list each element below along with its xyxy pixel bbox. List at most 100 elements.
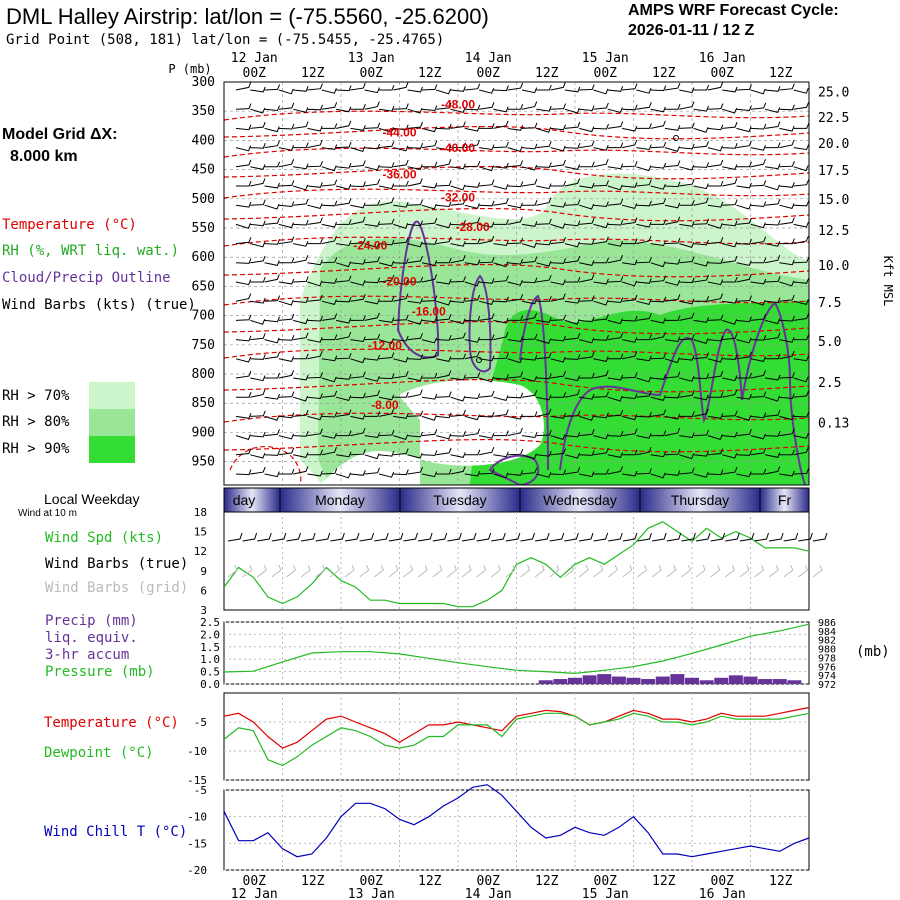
wind-barb	[679, 312, 695, 321]
wind-barb	[464, 428, 481, 437]
wind-barb	[779, 217, 795, 225]
wind-barb	[436, 180, 452, 187]
wind-barb	[350, 160, 366, 168]
wind-barb	[764, 395, 780, 402]
wind-barb	[264, 393, 280, 400]
wind-barb	[307, 280, 323, 287]
wind-barb	[593, 236, 609, 245]
wind-barb	[493, 240, 509, 247]
grid-wind-barb	[476, 564, 487, 578]
wind-barb	[636, 144, 652, 151]
pressure-tick-label: 300	[192, 75, 215, 90]
wind-barb	[235, 356, 252, 363]
bottom-time-tick-label: 12Z	[535, 874, 559, 889]
surface-wind-barb	[725, 532, 740, 542]
wind-barb	[478, 433, 495, 439]
wind-barb	[593, 180, 609, 187]
wind-barb	[307, 372, 323, 379]
wind-barb	[436, 159, 452, 168]
wind-barb	[507, 470, 524, 476]
wind-barb	[650, 296, 667, 303]
wind-barb	[436, 299, 452, 306]
wind-barb	[564, 164, 581, 170]
wind-barb	[736, 337, 752, 344]
wind-barb	[579, 260, 595, 266]
surface-wind-barb	[549, 532, 565, 542]
wind-barb	[321, 165, 337, 172]
wind-barb	[593, 391, 609, 398]
wind-barb	[636, 390, 652, 398]
wind-barb	[521, 467, 538, 475]
height-tick-label: 2.5	[818, 376, 841, 391]
wind-barb	[350, 146, 366, 153]
wind-barb	[521, 242, 537, 249]
wind-barb	[321, 447, 337, 456]
wind-barb	[607, 318, 623, 325]
wind-barb	[493, 374, 509, 380]
wind-barb	[650, 184, 666, 190]
wind-barb	[235, 237, 252, 245]
wind-barb	[493, 296, 509, 303]
wind-barb	[378, 127, 394, 133]
wind-barb	[707, 370, 724, 379]
wind-barb	[350, 371, 366, 379]
wind-barb	[407, 220, 423, 227]
wind-barb	[664, 392, 681, 399]
wind-barb	[278, 391, 295, 398]
wind-barb	[478, 376, 494, 383]
pressure-tick-label: 800	[192, 367, 215, 382]
wind-barb	[450, 395, 466, 402]
wind-barb	[664, 146, 680, 153]
wind-barb	[393, 103, 409, 110]
wind-barb	[250, 241, 266, 248]
temperature-frame	[223, 692, 810, 781]
wind-barb	[264, 450, 281, 456]
wind-barb	[750, 88, 766, 95]
wind-barb	[393, 434, 409, 441]
wind-barb	[421, 471, 438, 478]
wind-barb	[393, 180, 409, 187]
wind-barb	[479, 278, 495, 284]
grid-wind-barb	[593, 564, 604, 578]
wind-barb	[793, 376, 809, 383]
wind-barb	[779, 139, 795, 149]
wind-barb	[650, 141, 667, 149]
isotherm-label: -48.00	[441, 97, 475, 111]
wind-barb	[550, 314, 567, 321]
wind-barb	[550, 448, 566, 456]
wind-barb	[278, 356, 295, 362]
wind-barb	[736, 84, 752, 91]
wind-barb	[679, 122, 695, 129]
wind-barb	[622, 182, 638, 188]
windspeed-tick-label: 18	[194, 506, 207, 519]
wind-barb	[679, 376, 695, 382]
wind-barb	[450, 332, 466, 341]
wind-barb	[793, 102, 809, 110]
grid-wind-barb	[564, 564, 574, 578]
wind-barb	[364, 312, 380, 321]
wind-barb	[579, 140, 595, 149]
precip-bar	[582, 675, 597, 684]
wind-barb	[679, 467, 695, 475]
wind-barb	[393, 293, 409, 302]
weekday-label: Thursday	[671, 492, 729, 508]
wind-barb	[593, 299, 609, 306]
wind-barb	[636, 299, 652, 305]
wind-barb	[436, 313, 452, 321]
wind-barb	[436, 236, 452, 245]
grid-wind-barb	[505, 564, 516, 578]
wind-barb	[235, 124, 252, 131]
wind-barb	[707, 279, 724, 286]
wind-barb	[679, 354, 695, 361]
wind-barb	[278, 180, 295, 187]
wind-barb	[636, 411, 652, 418]
wind-barb	[550, 103, 567, 110]
wind-barb	[722, 452, 738, 459]
wind-barb	[293, 466, 309, 475]
wind-barb	[607, 409, 624, 417]
wind-barb	[650, 430, 667, 437]
legend-wind-barbs: Wind Barbs (kts) (true)	[2, 297, 196, 313]
wind-barb	[436, 201, 452, 208]
wind-barb	[364, 200, 381, 206]
